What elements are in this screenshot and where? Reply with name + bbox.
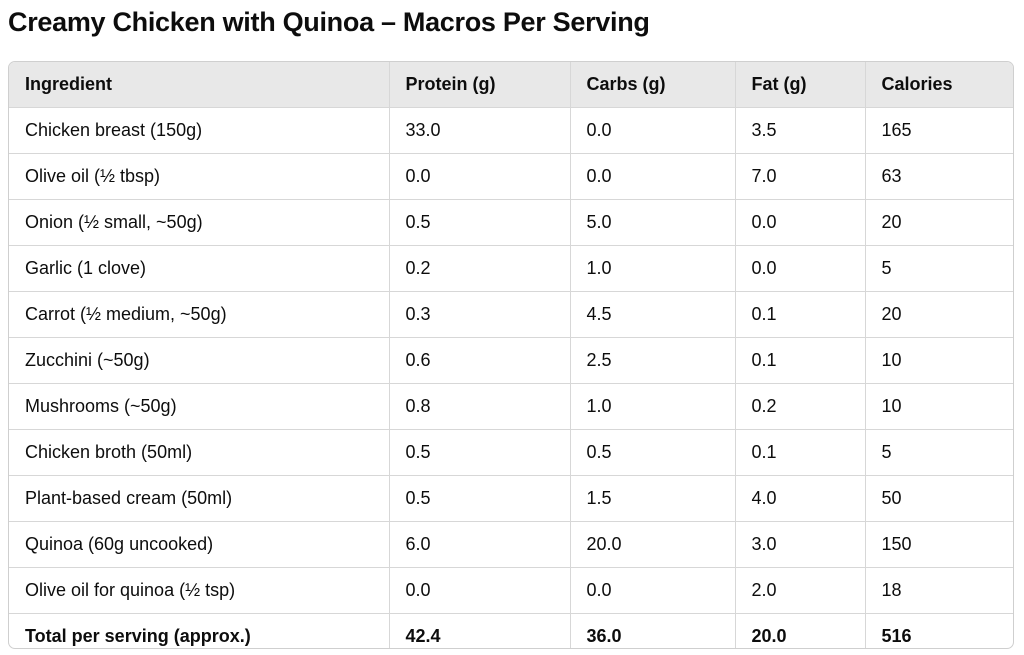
- cell-calories: 5: [865, 429, 1013, 476]
- total-fat: 20.0: [735, 613, 866, 648]
- cell-protein: 0.0: [389, 567, 571, 614]
- cell-ingredient: Onion (½ small, ~50g): [9, 199, 390, 246]
- cell-protein: 0.2: [389, 245, 571, 292]
- cell-fat: 4.0: [735, 475, 866, 522]
- cell-ingredient: Olive oil for quinoa (½ tsp): [9, 567, 390, 614]
- cell-ingredient: Carrot (½ medium, ~50g): [9, 291, 390, 338]
- cell-carbs: 5.0: [570, 199, 736, 246]
- cell-calories: 10: [865, 383, 1013, 430]
- cell-ingredient: Garlic (1 clove): [9, 245, 390, 292]
- total-carbs: 36.0: [570, 613, 736, 648]
- header-carbs: Carbs (g): [570, 62, 736, 108]
- table-row: Quinoa (60g uncooked) 6.0 20.0 3.0 150: [9, 521, 1013, 568]
- cell-carbs: 2.5: [570, 337, 736, 384]
- header-ingredient: Ingredient: [9, 62, 390, 108]
- cell-ingredient: Olive oil (½ tbsp): [9, 153, 390, 200]
- table-row: Chicken breast (150g) 33.0 0.0 3.5 165: [9, 107, 1013, 154]
- cell-protein: 6.0: [389, 521, 571, 568]
- cell-fat: 0.1: [735, 429, 866, 476]
- cell-calories: 18: [865, 567, 1013, 614]
- table-header: Ingredient Protein (g) Carbs (g) Fat (g)…: [9, 62, 1013, 108]
- table-body: Chicken breast (150g) 33.0 0.0 3.5 165 O…: [9, 107, 1013, 648]
- cell-carbs: 0.5: [570, 429, 736, 476]
- header-calories: Calories: [865, 62, 1013, 108]
- table-row: Mushrooms (~50g) 0.8 1.0 0.2 10: [9, 383, 1013, 430]
- header-row: Ingredient Protein (g) Carbs (g) Fat (g)…: [9, 62, 1013, 108]
- cell-ingredient: Chicken breast (150g): [9, 107, 390, 154]
- cell-fat: 2.0: [735, 567, 866, 614]
- total-row: Total per serving (approx.) 42.4 36.0 20…: [9, 613, 1013, 648]
- cell-fat: 0.0: [735, 245, 866, 292]
- total-calories: 516: [881, 626, 912, 646]
- table-row: Onion (½ small, ~50g) 0.5 5.0 0.0 20: [9, 199, 1013, 246]
- cell-fat: 0.0: [735, 199, 866, 246]
- table-row: Garlic (1 clove) 0.2 1.0 0.0 5: [9, 245, 1013, 292]
- macros-table: Ingredient Protein (g) Carbs (g) Fat (g)…: [9, 62, 1013, 648]
- cell-carbs: 20.0: [570, 521, 736, 568]
- cell-ingredient: Quinoa (60g uncooked): [9, 521, 390, 568]
- cell-calories: 20: [865, 291, 1013, 338]
- cell-protein: 0.8: [389, 383, 571, 430]
- cell-fat: 0.1: [735, 291, 866, 338]
- table-row: Chicken broth (50ml) 0.5 0.5 0.1 5: [9, 429, 1013, 476]
- cell-protein: 0.5: [389, 429, 571, 476]
- cell-ingredient: Plant-based cream (50ml): [9, 475, 390, 522]
- total-protein: 42.4: [389, 613, 571, 648]
- cell-protein: 0.0: [389, 153, 571, 200]
- total-label: Total per serving (approx.): [9, 613, 390, 648]
- cell-calories: 10: [865, 337, 1013, 384]
- page-title: Creamy Chicken with Quinoa – Macros Per …: [8, 7, 650, 37]
- cell-calories: 5: [865, 245, 1013, 292]
- table-row: Plant-based cream (50ml) 0.5 1.5 4.0 50: [9, 475, 1013, 522]
- cell-protein: 0.3: [389, 291, 571, 338]
- cell-calories: 50: [865, 475, 1013, 522]
- cell-fat: 7.0: [735, 153, 866, 200]
- cell-carbs: 1.0: [570, 245, 736, 292]
- cell-carbs: 0.0: [570, 153, 736, 200]
- cell-calories: 150: [865, 521, 1013, 568]
- cell-protein: 33.0: [389, 107, 571, 154]
- macros-table-container: Ingredient Protein (g) Carbs (g) Fat (g)…: [8, 61, 1014, 649]
- cell-calories: 165: [865, 107, 1013, 154]
- cell-fat: 3.0: [735, 521, 866, 568]
- cell-carbs: 1.5: [570, 475, 736, 522]
- cell-carbs: 4.5: [570, 291, 736, 338]
- cell-carbs: 1.0: [570, 383, 736, 430]
- header-protein: Protein (g): [389, 62, 571, 108]
- cell-ingredient: Zucchini (~50g): [9, 337, 390, 384]
- cell-carbs: 0.0: [570, 107, 736, 154]
- table-row: Carrot (½ medium, ~50g) 0.3 4.5 0.1 20: [9, 291, 1013, 338]
- header-fat: Fat (g): [735, 62, 866, 108]
- cell-protein: 0.6: [389, 337, 571, 384]
- table-row: Olive oil (½ tbsp) 0.0 0.0 7.0 63: [9, 153, 1013, 200]
- cell-fat: 0.2: [735, 383, 866, 430]
- cell-carbs: 0.0: [570, 567, 736, 614]
- cell-ingredient: Mushrooms (~50g): [9, 383, 390, 430]
- cell-ingredient: Chicken broth (50ml): [9, 429, 390, 476]
- cell-protein: 0.5: [389, 199, 571, 246]
- table-row: Zucchini (~50g) 0.6 2.5 0.1 10: [9, 337, 1013, 384]
- cell-calories: 20: [865, 199, 1013, 246]
- cell-fat: 3.5: [735, 107, 866, 154]
- cell-protein: 0.5: [389, 475, 571, 522]
- cell-fat: 0.1: [735, 337, 866, 384]
- table-row: Olive oil for quinoa (½ tsp) 0.0 0.0 2.0…: [9, 567, 1013, 614]
- cell-calories: 63: [865, 153, 1013, 200]
